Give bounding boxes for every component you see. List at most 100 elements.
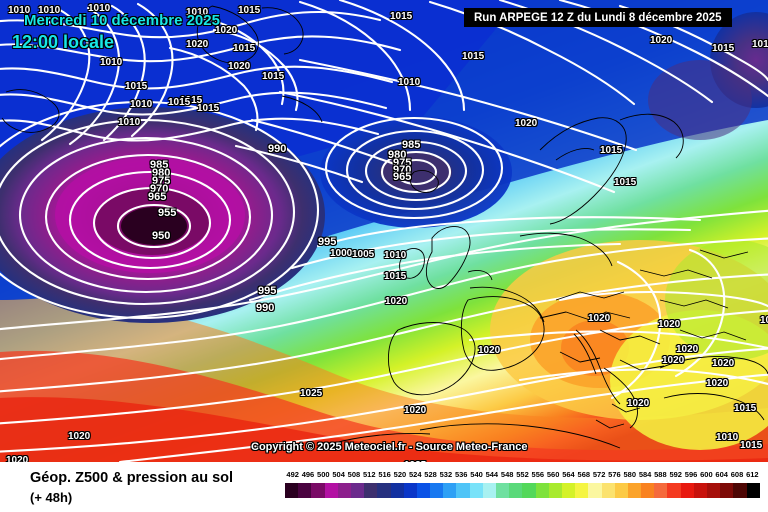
isobar-label: 1015 (238, 5, 261, 16)
colorbar-tick-labels: 492 496 500 504 508 512 516 520 524 528 532 536 540 5… (285, 470, 760, 482)
model-run-label: Run ARPEGE 12 Z du Lundi 8 décembre 2025 (464, 8, 732, 27)
colorbar-swatch (575, 483, 589, 498)
isobar-label: 1015 (384, 271, 407, 282)
isobar-label: 1020 (588, 313, 611, 324)
colorbar-swatch (561, 483, 576, 498)
isobar-label: 1020 (650, 35, 673, 46)
weather-map[interactable]: 1010 1010 1010 1010 1015 1020 1020 1015 1020 1015… (0, 0, 768, 462)
colorbar-tick: 524 (408, 470, 422, 479)
isobar-label: 1015 (233, 43, 256, 54)
colorbar-swatch (693, 483, 707, 498)
colorbar-swatches (285, 483, 760, 498)
isobar-label: 1020 (662, 355, 685, 366)
isobar-label: 1015 (262, 71, 285, 82)
isobar-label: 1015 (390, 11, 413, 22)
colorbar-swatch (364, 483, 378, 498)
isobar-label: 1020 (215, 25, 238, 36)
colorbar-tick: 492 (286, 470, 299, 479)
isobar-label: 1020 (712, 358, 735, 369)
colorbar-swatch (654, 483, 668, 498)
colorbar-swatch (443, 483, 457, 498)
colorbar-tick: 564 (562, 470, 575, 479)
colorbar-swatch (430, 483, 444, 498)
colorbar-tick: 580 (623, 470, 637, 479)
colorbar-swatch (456, 483, 470, 498)
isobar-label: 965 (393, 171, 412, 183)
colorbar-tick: 576 (608, 470, 621, 479)
colorbar-swatch (482, 483, 496, 498)
colorbar-tick: 496 (301, 470, 315, 479)
colorbar-swatch (390, 483, 404, 498)
isobar-label: 1015 (125, 81, 148, 92)
colorbar-tick: 548 (500, 470, 514, 479)
colorbar-tick: 568 (577, 470, 591, 479)
isobar-label: 1020 (186, 39, 209, 50)
colorbar-swatch (667, 483, 681, 498)
isobar-label: 1010 (130, 99, 153, 110)
isobar-label: 995 (318, 236, 337, 248)
colorbar-swatch (416, 483, 431, 498)
isobar-label: 970 (393, 164, 412, 176)
isobar-label: 975 (393, 157, 412, 169)
isobar-label: 975 (152, 175, 171, 187)
copyright-label: Copyright © 2025 Meteociel.fr - Source M… (251, 441, 528, 453)
isobar-label: 1020 (404, 405, 427, 416)
colorbar-tick: 516 (378, 470, 391, 479)
colorbar-tick: 584 (638, 470, 652, 479)
isobar-label: 1025 (404, 461, 426, 463)
isobar-label: 1010 (186, 7, 209, 18)
isobar-label: 1020 (658, 319, 681, 330)
colorbar-swatch (746, 483, 760, 498)
colorbar-tick: 508 (347, 470, 361, 479)
colorbar-swatch (535, 483, 549, 498)
colorbar-tick: 544 (485, 470, 499, 479)
colorbar-swatch (377, 483, 391, 498)
isobar-label: 1020 (706, 378, 729, 389)
colorbar-swatch (509, 483, 523, 498)
colorbar-swatch (601, 483, 615, 498)
colorbar-swatch (298, 483, 312, 498)
colorbar-tick: 560 (546, 470, 560, 479)
colorbar-swatch (311, 483, 325, 498)
isobar-label: 1010 (398, 77, 421, 88)
isobar-label: 950 (152, 230, 171, 242)
colorbar-swatch (403, 483, 417, 498)
legend-footer: Géop. Z500 & pression au sol (+ 48h) 492… (0, 462, 768, 512)
isobar-label: 1020 (385, 296, 408, 307)
colorbar-tick: 572 (592, 470, 606, 479)
colorbar-swatch (733, 483, 747, 498)
isobar-label: 985 (402, 139, 421, 151)
colorbar-tick: 612 (746, 470, 759, 479)
valid-date-label: Mercredi 10 décembre 2025 (24, 12, 220, 29)
colorbar-tick: 552 (516, 470, 529, 479)
valid-time-label: 12:00 locale (12, 32, 115, 52)
isobar-label: 990 (256, 302, 275, 314)
isobar-label: 1020 (515, 118, 538, 129)
isobar-label: 1015 (168, 97, 191, 108)
legend-subtitle: (+ 48h) (30, 490, 73, 505)
isobar-label: 1020 (627, 398, 650, 409)
colorbar-tick: 512 (363, 470, 376, 479)
colorbar-swatch (707, 483, 721, 498)
colorbar-tick: 588 (654, 470, 667, 479)
colorbar-swatch (350, 483, 365, 498)
isobar-label: 1015 (180, 95, 203, 106)
isobar-label: 1015 (740, 440, 763, 451)
isobar-label: 1025 (300, 388, 323, 399)
isobar-label: 1015 (712, 43, 735, 54)
isobar-label: 1010 (8, 5, 31, 16)
colorbar-tick: 528 (424, 470, 437, 479)
colorbar-swatch (548, 483, 562, 498)
colorbar-tick: 500 (317, 470, 330, 479)
isobar-label: 965 (148, 191, 167, 203)
isobar-label: 1025 (760, 315, 768, 326)
colorbar-swatch (627, 483, 642, 498)
isobar-label: 1015 (734, 403, 757, 414)
isobar-label: 1020 (6, 455, 29, 463)
colorbar[interactable]: 492 496 500 504 508 512 516 520 524 528 532 536 540 5… (285, 470, 760, 506)
colorbar-swatch (469, 483, 483, 498)
colorbar-tick: 592 (669, 470, 682, 479)
colorbar-swatch (522, 483, 536, 498)
isobar-label: 1020 (478, 345, 501, 356)
